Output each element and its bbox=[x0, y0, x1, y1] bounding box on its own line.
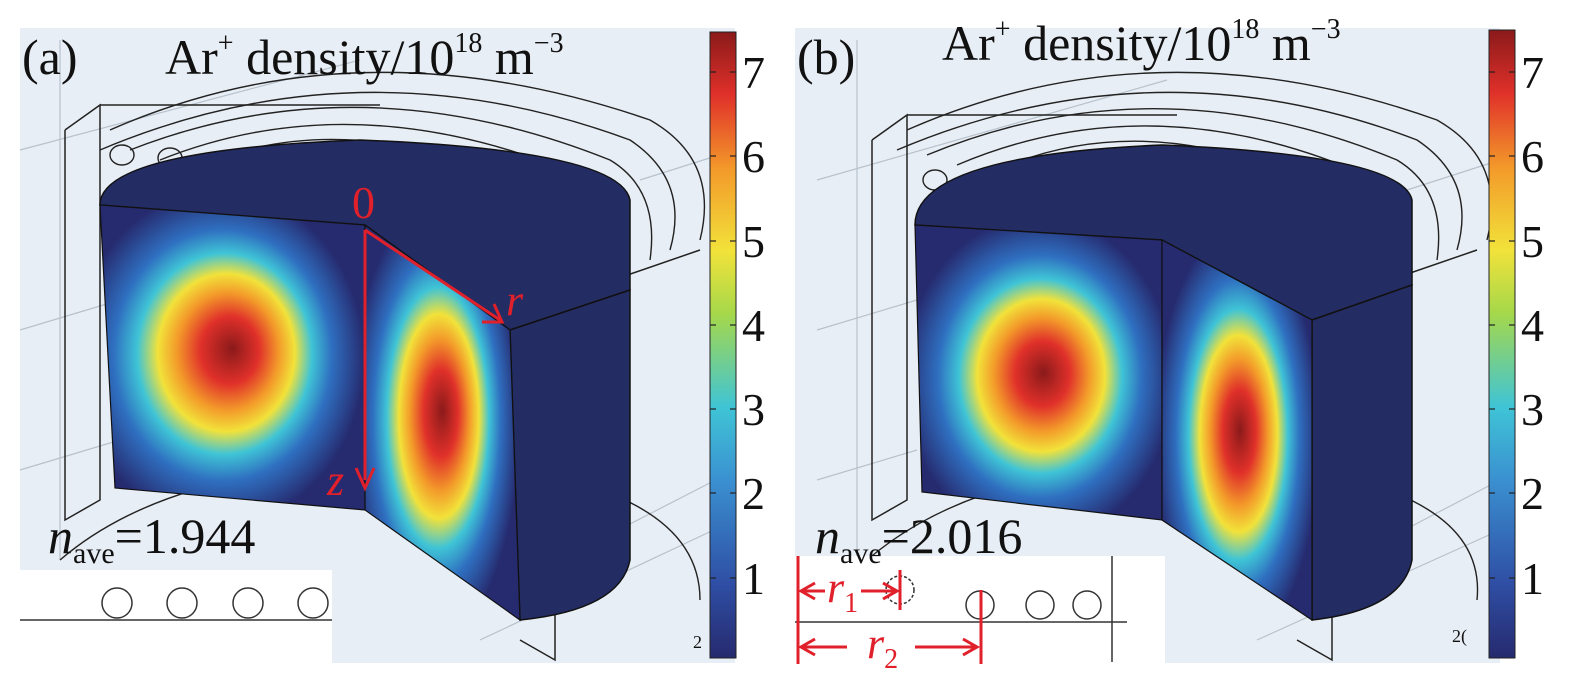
panel-a: 0 r z (a) Ar+ density/1018 m−3 nave=1.94… bbox=[0, 0, 787, 688]
colorbar-tick-7: 7 bbox=[1521, 47, 1544, 98]
r-axis-arrowhead bbox=[482, 303, 505, 324]
panel-b-figure: r1 r2 (b) Ar+ density/1018 m−3 nave=2.01… bbox=[795, 14, 1544, 676]
r-z-axes bbox=[354, 228, 505, 492]
n-ave-value: nave=2.016 bbox=[815, 508, 1022, 570]
cylinder-side bbox=[1311, 283, 1413, 621]
origin-label: 0 bbox=[352, 177, 375, 228]
colorbar-tick-labels: 1 2 3 4 5 6 7 bbox=[1521, 47, 1544, 604]
colorbar-tick-1: 1 bbox=[1521, 553, 1544, 604]
colorbar-tick-labels: 1 2 3 4 5 6 7 bbox=[742, 47, 765, 604]
cross-section-left bbox=[914, 224, 1163, 521]
colorbar-tick-6: 6 bbox=[742, 131, 765, 182]
r2-label: r2 bbox=[867, 619, 898, 675]
corner-mark: 2( bbox=[1452, 626, 1467, 647]
colorbar-tick-6: 6 bbox=[1521, 131, 1544, 182]
panel-title: Ar+ density/1018 m−3 bbox=[942, 14, 1341, 71]
panel-label: (a) bbox=[22, 29, 78, 85]
cylinder-top bbox=[99, 139, 631, 331]
r-axis-line bbox=[364, 228, 501, 322]
colorbar-tick-1: 1 bbox=[742, 553, 765, 604]
panel-label: (b) bbox=[797, 29, 855, 85]
colorbar-tick-2: 2 bbox=[742, 468, 765, 519]
colorbar-ticks bbox=[710, 71, 736, 579]
colorbar-tick-3: 3 bbox=[1521, 384, 1544, 435]
colorbar-tick-2: 2 bbox=[1521, 468, 1544, 519]
colorbar-tick-7: 7 bbox=[742, 47, 765, 98]
colorbar-tick-3: 3 bbox=[742, 384, 765, 435]
panel-title: Ar+ density/1018 m−3 bbox=[165, 28, 564, 85]
n-ave-value: nave=1.944 bbox=[48, 508, 255, 570]
colorbar-tick-5: 5 bbox=[742, 216, 765, 267]
cross-section-left bbox=[99, 204, 366, 511]
r-axis-label: r bbox=[506, 276, 524, 325]
colorbar bbox=[709, 31, 737, 659]
z-axis-arrowhead bbox=[354, 467, 376, 492]
panel-a-figure: 0 r z (a) Ar+ density/1018 m−3 nave=1.94… bbox=[19, 28, 765, 670]
coil-inset-drawing bbox=[20, 587, 332, 621]
panel-b: r1 r2 (b) Ar+ density/1018 m−3 nave=2.01… bbox=[787, 0, 1574, 688]
cylinder-side bbox=[509, 288, 631, 621]
grid-lines bbox=[816, 40, 1501, 641]
colorbar-tick-4: 4 bbox=[742, 300, 765, 351]
colorbar bbox=[1488, 29, 1516, 659]
r1-label: r1 bbox=[827, 563, 858, 619]
z-axis-label: z bbox=[326, 456, 344, 505]
colorbar-tick-5: 5 bbox=[1521, 216, 1544, 267]
colorbar-ticks bbox=[1489, 71, 1515, 579]
colorbar-tick-4: 4 bbox=[1521, 300, 1544, 351]
radius-markers bbox=[796, 556, 983, 664]
cross-section-right bbox=[1161, 239, 1313, 622]
cylinder-top bbox=[914, 144, 1413, 321]
corner-mark: 2 bbox=[693, 632, 702, 652]
